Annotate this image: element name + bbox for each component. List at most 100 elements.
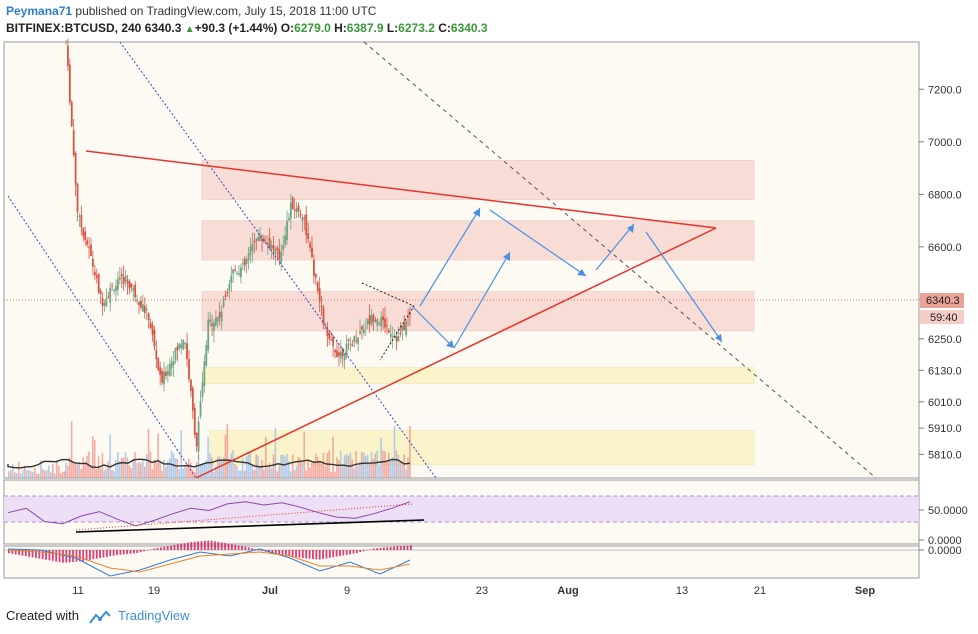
volume-bar (326, 453, 329, 478)
candle-body (280, 251, 283, 263)
macd-histogram-bar (24, 550, 27, 557)
tradingview-link[interactable]: TradingView (118, 608, 190, 623)
macd-histogram-bar (58, 550, 61, 563)
volume-bar (103, 470, 106, 478)
candle-body (161, 370, 163, 383)
symbol-label[interactable]: BITFINEX:BTCUSD, 240 (6, 21, 142, 35)
volume-bar (76, 464, 79, 478)
volume-bar (288, 461, 290, 478)
candle-body (211, 323, 213, 326)
macd-histogram-bar (197, 541, 199, 550)
macd-histogram-bar (166, 546, 169, 550)
price-tick-label: 6600.0 (928, 242, 962, 254)
candle-body (197, 421, 200, 452)
candle-body (349, 343, 352, 345)
volume-bar (314, 453, 317, 478)
candle-body (253, 240, 256, 243)
volume-bar (86, 455, 88, 478)
volume-bar (24, 465, 26, 478)
price-chart[interactable]: 7200.07000.06800.06600.06400.06250.06130… (0, 38, 978, 600)
volume-bar (65, 462, 67, 478)
volume-bar (42, 468, 44, 478)
volume-bar (116, 452, 119, 478)
candle-body (65, 41, 67, 43)
countdown-text: 59:40 (930, 312, 958, 324)
price-change: +90.3 (+1.44%) (194, 21, 278, 35)
candle-body (345, 343, 348, 357)
up-arrow-icon: ▲ (184, 24, 195, 35)
candle-body (238, 273, 240, 275)
volume-bar (209, 453, 211, 478)
volume-bar (78, 461, 81, 478)
candle-body (289, 202, 292, 219)
macd-histogram-bar (382, 547, 385, 550)
candle-body (216, 316, 219, 322)
volume-bar (324, 466, 327, 478)
author-link[interactable]: Peymana71 (6, 4, 73, 18)
macd-histogram-bar (389, 546, 392, 550)
volume-bar (68, 457, 71, 478)
volume-bar (280, 455, 282, 478)
volume-bar (295, 465, 298, 478)
candle-body (186, 343, 188, 359)
candle-body (168, 363, 171, 377)
candle-body (384, 318, 386, 328)
candle-body (174, 347, 177, 361)
candle-body (276, 247, 279, 251)
macd-histogram-bar (62, 550, 64, 563)
candle-body (166, 371, 169, 376)
volume-bar (364, 455, 367, 478)
candle-body (286, 221, 288, 241)
macd-histogram-bar (396, 546, 399, 550)
volume-bar (34, 467, 36, 478)
candle-body (182, 340, 185, 349)
ohlc-line: BITFINEX:BTCUSD, 240 6340.3 ▲+90.3 (+1.4… (6, 20, 966, 37)
candle-body (214, 317, 217, 326)
volume-bar (168, 458, 171, 478)
small-wedge (361, 282, 415, 361)
macd-histogram-bar (295, 550, 297, 558)
candle-body (126, 280, 129, 284)
candle-body (188, 359, 190, 380)
time-tick-label: 13 (676, 585, 688, 597)
candle-body (386, 325, 388, 327)
macd-histogram-bar (345, 550, 348, 555)
volume-bar (299, 458, 302, 478)
volume-bar (278, 465, 281, 478)
volume-bar (107, 461, 109, 478)
volume-bar (357, 465, 359, 478)
candle-body (222, 298, 225, 307)
volume-bar (372, 458, 375, 478)
resistance-zone (201, 159, 755, 200)
time-axis[interactable]: 11 19 Jul 9 23 Aug 13 21 Sep (72, 585, 875, 597)
price-tick-label: 7000.0 (928, 137, 962, 149)
macd-pane[interactable] (3, 545, 920, 579)
macd-histogram-bar (318, 550, 321, 560)
candle-body (307, 233, 310, 240)
volume-bar (161, 470, 163, 478)
arrow-6 (645, 231, 723, 343)
macd-histogram-bar (274, 550, 277, 554)
candle-body (122, 277, 125, 284)
macd-line (7, 548, 411, 577)
macd-histogram-bar (156, 547, 159, 550)
volume-bar (143, 466, 146, 478)
candle-body (270, 245, 273, 248)
macd-histogram-bar (376, 548, 379, 550)
volume-bar (188, 458, 190, 478)
candle-body (337, 352, 340, 356)
price-axis[interactable]: 7200.07000.06800.06600.06400.06250.06130… (919, 84, 962, 461)
candle-body (366, 319, 369, 325)
candle-body (99, 290, 102, 294)
candle-body (193, 407, 196, 436)
volume-bar (149, 451, 152, 478)
tradingview-logo-icon[interactable] (88, 610, 111, 624)
volume-bar (145, 454, 148, 478)
macd-histogram-bar (89, 550, 91, 560)
macd-histogram-bar (11, 550, 14, 554)
candle-body (149, 322, 152, 328)
volume-bar (180, 430, 183, 478)
candle-body (184, 342, 187, 345)
macd-histogram-bar (210, 540, 213, 550)
candle-body (74, 153, 77, 185)
